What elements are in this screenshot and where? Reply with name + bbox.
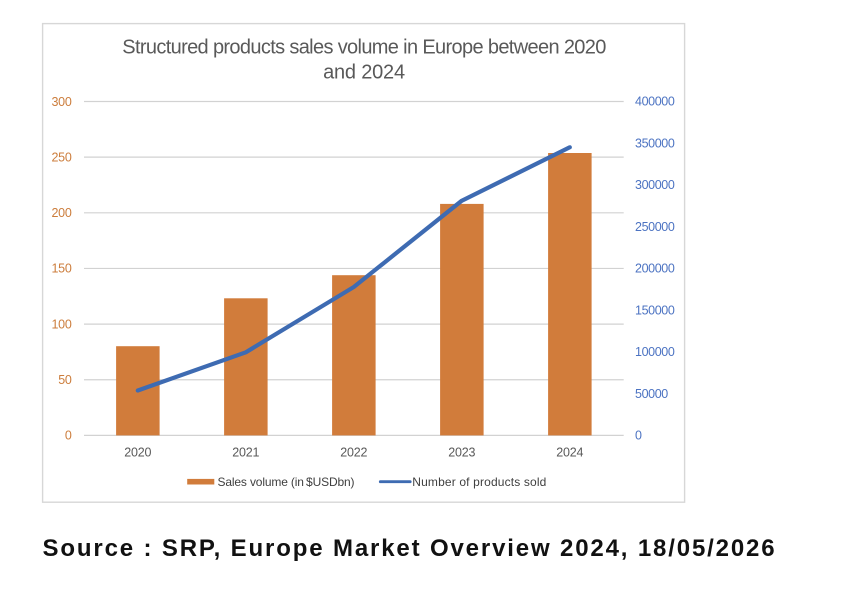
svg-text:Structured products sales volu: Structured products sales volume in Euro… — [122, 36, 606, 58]
svg-text:250: 250 — [52, 150, 72, 164]
svg-text:200000: 200000 — [635, 262, 675, 276]
svg-text:0: 0 — [635, 429, 642, 443]
svg-text:50: 50 — [58, 373, 72, 387]
svg-text:Source : SRP, Europe Market Ov: Source : SRP, Europe Market Overview 202… — [43, 535, 777, 562]
svg-text:2024: 2024 — [556, 446, 583, 460]
svg-text:350000: 350000 — [635, 136, 675, 150]
svg-text:2021: 2021 — [232, 446, 259, 460]
svg-text:2020: 2020 — [124, 446, 151, 460]
svg-text:0: 0 — [65, 429, 72, 443]
svg-text:2022: 2022 — [340, 446, 367, 460]
svg-text:300: 300 — [52, 95, 72, 109]
svg-text:300000: 300000 — [635, 178, 675, 192]
svg-text:2023: 2023 — [448, 446, 475, 460]
svg-text:150000: 150000 — [635, 303, 675, 317]
svg-text:50000: 50000 — [635, 387, 668, 401]
svg-text:150: 150 — [52, 262, 72, 276]
svg-text:250000: 250000 — [635, 220, 675, 234]
svg-text:100: 100 — [52, 317, 72, 331]
svg-text:400000: 400000 — [635, 95, 675, 109]
svg-text:100000: 100000 — [635, 345, 675, 359]
svg-text:Sales volume (in $USDbn): Sales volume (in $USDbn) — [218, 475, 355, 489]
svg-text:200: 200 — [52, 206, 72, 220]
svg-text:and 2024: and 2024 — [323, 61, 405, 83]
svg-text:Number of products sold: Number of products sold — [412, 475, 546, 489]
